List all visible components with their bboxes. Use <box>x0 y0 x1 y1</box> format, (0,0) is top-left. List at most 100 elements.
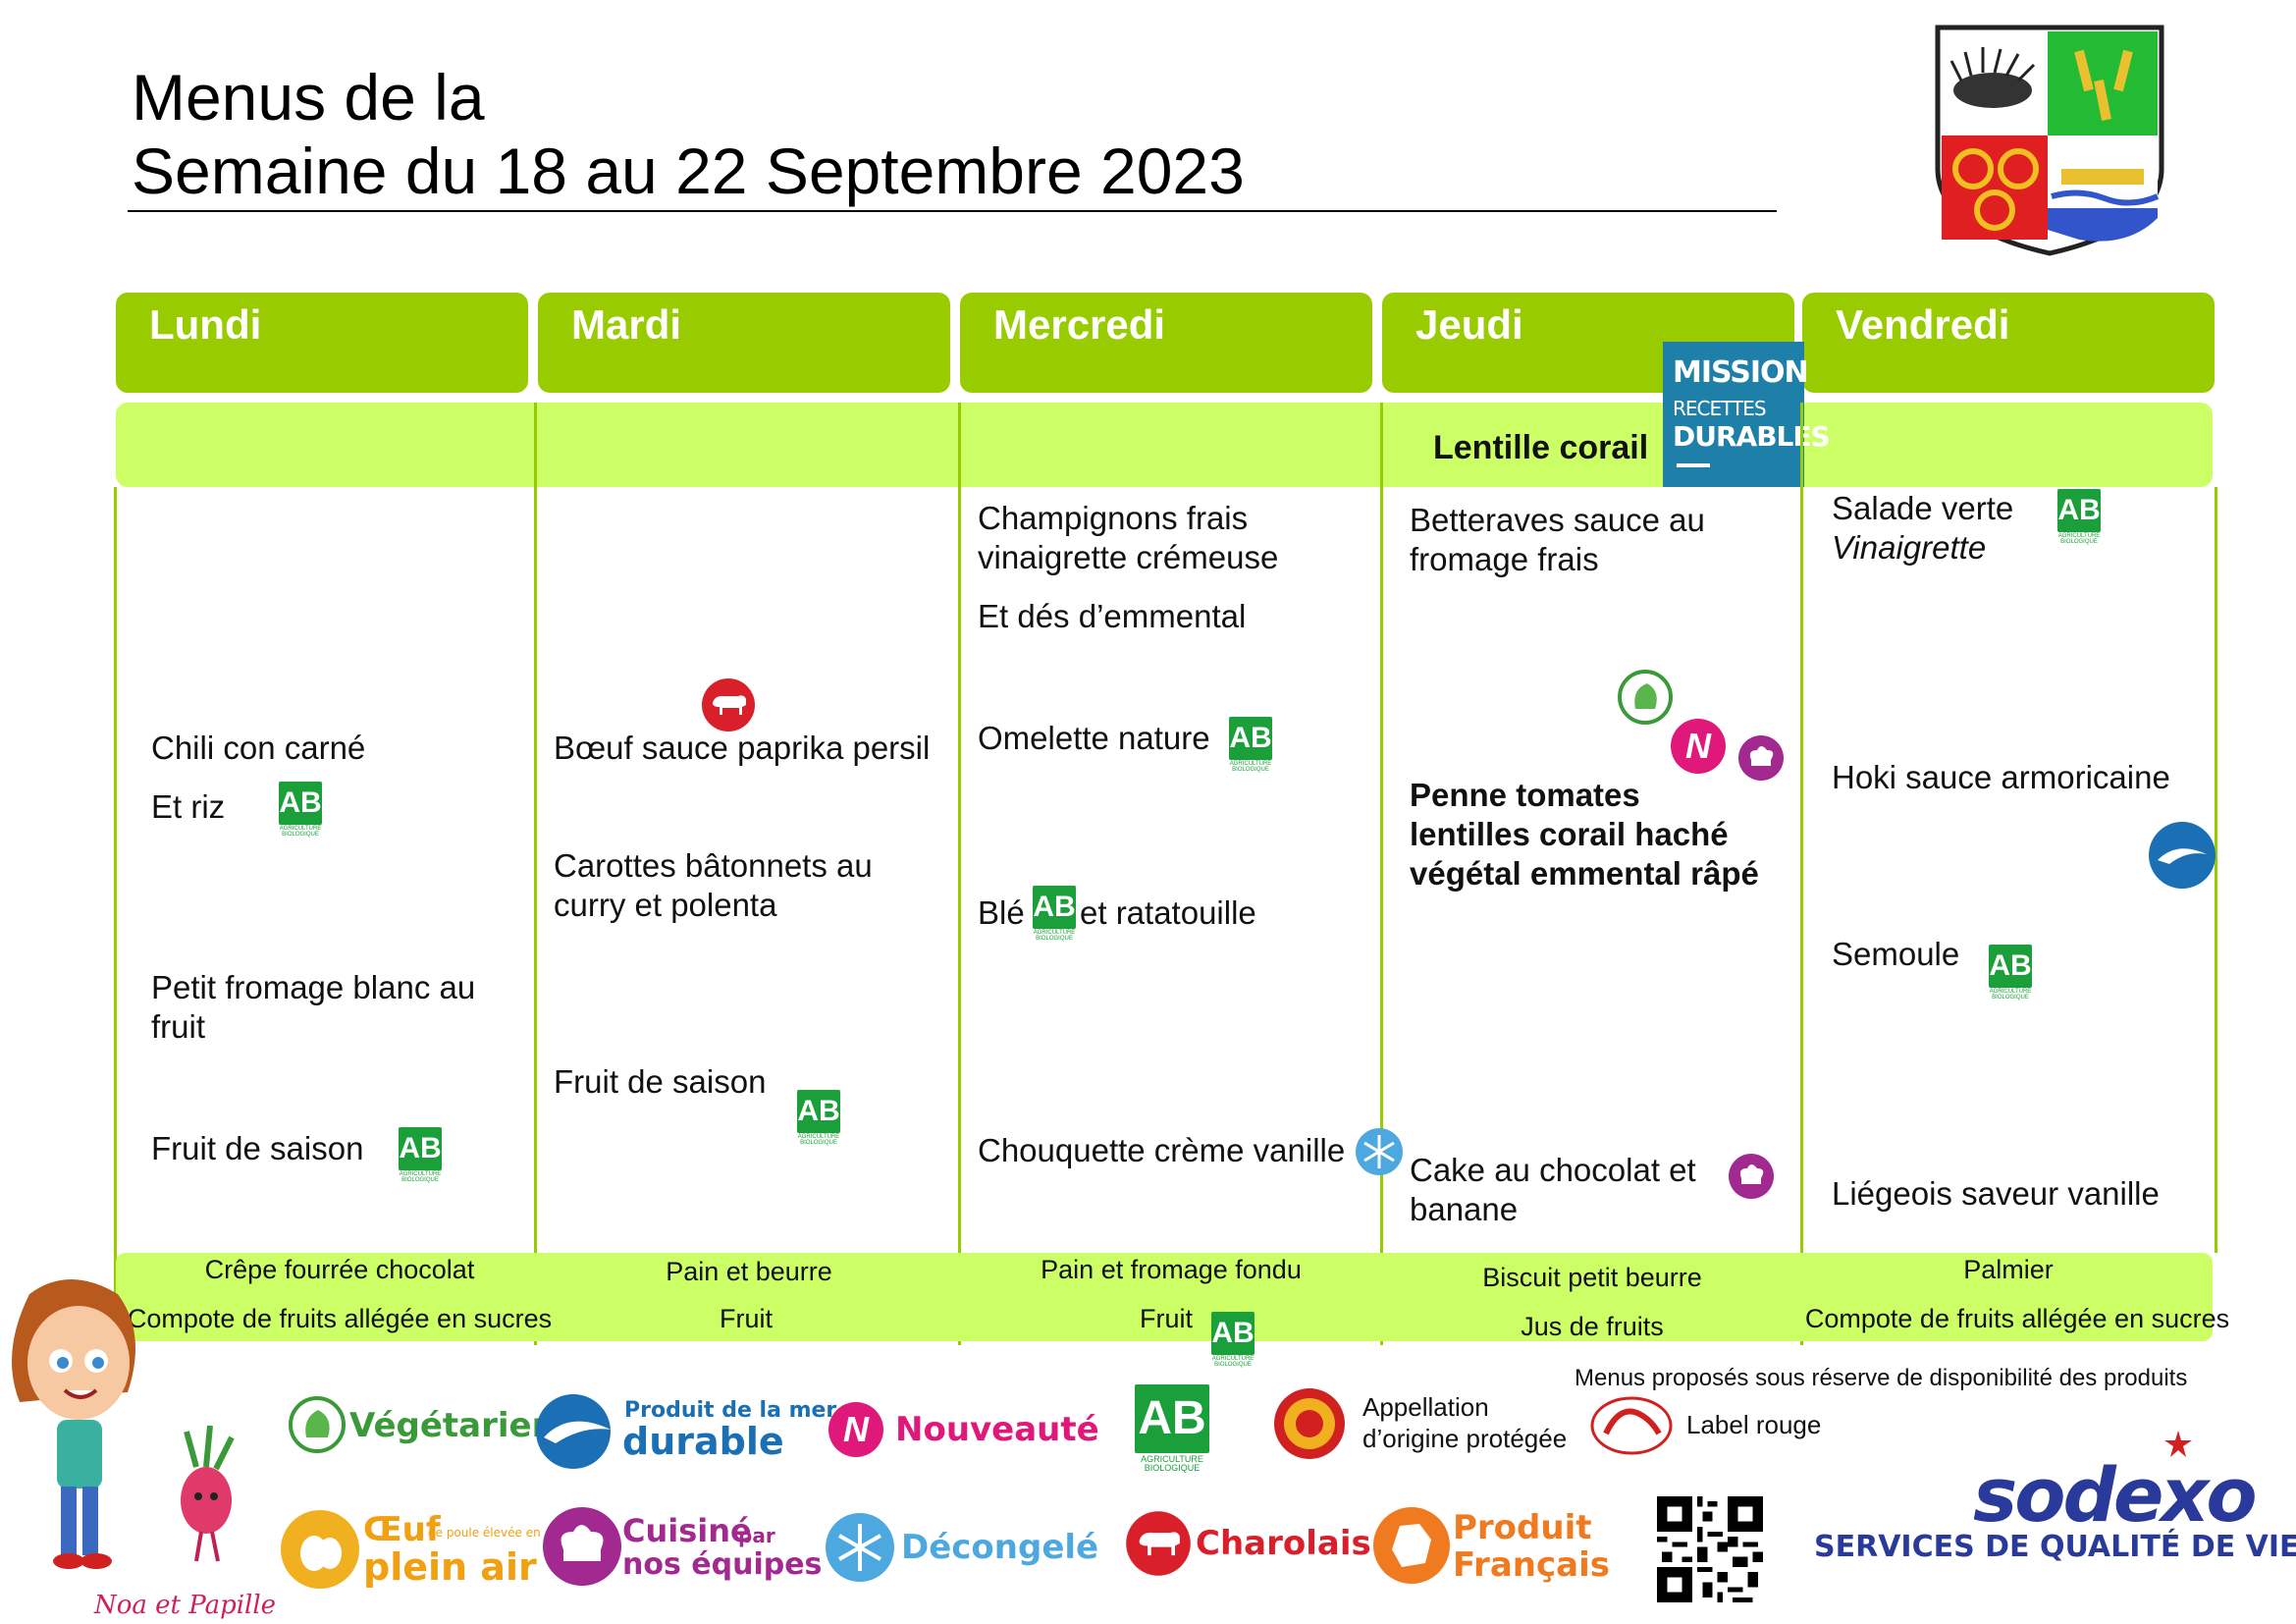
mercredi-starter-line2: vinaigrette crémeuse <box>978 539 1279 575</box>
legend-mer-line2: durable <box>622 1420 784 1463</box>
oeuf-plein-air-icon <box>281 1510 359 1589</box>
ab-bio-icon: AB AGRICULTURE BIOLOGIQUE <box>1033 886 1076 942</box>
mercredi-side-a: Blé <box>978 894 1025 931</box>
ab-bio-icon: AB AGRICULTURE BIOLOGIQUE <box>1989 945 2032 1001</box>
charolais-beef-icon <box>1126 1511 1191 1576</box>
jeudi-starter-line1: Betteraves sauce au <box>1410 502 1705 538</box>
ab-bio-icon: AB AGRICULTURE BIOLOGIQUE <box>1229 717 1272 773</box>
column-divider <box>534 403 537 1345</box>
gouter-mercredi-1: Pain et fromage fondu <box>1041 1255 1302 1284</box>
page-title-line2: Semaine du 18 au 22 Septembre 2023 <box>132 135 1245 207</box>
nouveaute-icon: N <box>1671 719 1726 774</box>
legend-oeuf-small: de poule élevée en <box>428 1526 541 1540</box>
cuisine-chef-hat-icon <box>1729 1154 1774 1199</box>
lundi-dairy-line2: fruit <box>151 1008 206 1045</box>
ab-bio-icon: AB AGRICULTURE BIOLOGIQUE <box>1211 1312 1255 1368</box>
gouter-lundi-2: Compote de fruits allégée en sucres <box>127 1304 553 1333</box>
legend-oeuf-line2: plein air <box>363 1545 537 1589</box>
snowflake-decongele-icon <box>1356 1128 1403 1175</box>
legend-produit-line1: Produit <box>1453 1508 1592 1547</box>
mercredi-side-b: et ratatouille <box>1080 894 1256 931</box>
day-header-vendredi: Vendredi <box>1802 293 2215 393</box>
mercredi-starter-line3: Et dés d’emmental <box>978 598 1247 634</box>
jeudi-dessert-line1: Cake au chocolat et <box>1410 1152 1696 1188</box>
column-divider <box>1380 403 1383 1345</box>
mercredi-starter-line1: Champignons frais <box>978 500 1249 536</box>
aop-icon <box>1274 1388 1345 1459</box>
vendredi-starter-sub: Vinaigrette <box>1832 529 1987 566</box>
legend-charolais: Charolais <box>1196 1524 1371 1563</box>
mardi-main: Bœuf sauce paprika persil <box>554 730 931 766</box>
column-border-right <box>2215 487 2217 1253</box>
lundi-dairy-line1: Petit fromage blanc au <box>151 969 476 1005</box>
gouter-mardi-1: Pain et beurre <box>666 1257 832 1286</box>
vegetarian-icon <box>1618 670 1673 725</box>
mardi-side-line1: Carottes bâtonnets au <box>554 847 873 884</box>
gouter-band <box>116 1253 2213 1341</box>
gouter-lundi-1: Crêpe fourrée chocolat <box>204 1255 475 1284</box>
legend-aop-line1: Appellation <box>1362 1392 1489 1422</box>
legend-cuisine-par: par <box>738 1524 775 1547</box>
legend-nouveaute: Nouveauté <box>895 1410 1099 1449</box>
mardi-side-line2: curry et polenta <box>554 887 777 923</box>
legend-mer-line1: Produit de la mer <box>624 1398 837 1423</box>
lundi-dessert: Fruit de saison <box>151 1130 364 1166</box>
vendredi-starter: Salade verte <box>1832 490 2014 526</box>
produit-mer-durable-icon <box>2149 822 2216 889</box>
mercredi-dessert: Chouquette crème vanille <box>978 1132 1346 1168</box>
mission-recettes-durables-badge: MISSION RECETTES DURABLES <box>1663 342 1831 487</box>
jeudi-main-line1: Penne tomates <box>1410 777 1640 813</box>
legend-decongele: Décongelé <box>901 1528 1099 1567</box>
produit-francais-icon <box>1373 1507 1450 1584</box>
lundi-main: Chili con carné <box>151 730 366 766</box>
mercredi-main: Omelette nature <box>978 720 1210 756</box>
ab-bio-icon: AB AGRICULTURE BIOLOGIQUE <box>279 782 322 838</box>
jeudi-dessert-line2: banane <box>1410 1191 1519 1227</box>
produit-mer-durable-icon <box>536 1394 611 1469</box>
qr-code-icon[interactable] <box>1657 1496 1763 1602</box>
jeudi-main-line2: lentilles corail haché <box>1410 816 1729 852</box>
day-header-mercredi: Mercredi <box>960 293 1372 393</box>
page-title-line1: Menus de la <box>132 61 485 134</box>
gouter-vendredi-2: Compote de fruits allégée en sucres <box>1804 1304 2230 1333</box>
column-divider <box>1800 403 1803 1345</box>
ab-bio-icon: AB AGRICULTURE BIOLOGIQUE <box>399 1127 442 1183</box>
vendredi-side: Semoule <box>1832 936 1960 972</box>
cuisine-chef-hat-icon <box>1738 735 1784 781</box>
mardi-dessert: Fruit de saison <box>554 1063 767 1100</box>
legend-label-rouge: Label rouge <box>1686 1410 1822 1439</box>
legend-produit-line2: Français <box>1453 1545 1610 1585</box>
snowflake-decongele-icon <box>826 1513 894 1582</box>
sodexo-star-icon <box>2164 1431 2192 1457</box>
legend-oeuf: Œuf <box>363 1510 441 1549</box>
label-rouge-icon <box>1590 1396 1673 1455</box>
legend-vegetarien: Végétarien <box>349 1406 556 1445</box>
legend-cuisine-line2: nos équipes <box>622 1547 823 1582</box>
sodexo-tagline: SERVICES DE QUALITÉ DE VIE <box>1814 1530 2296 1564</box>
gouter-jeudi-1: Biscuit petit beurre <box>1482 1263 1702 1292</box>
mascot-illustration <box>12 1279 235 1569</box>
legend-cuisine-line1: Cuisiné <box>622 1512 752 1549</box>
column-divider <box>958 403 961 1345</box>
vegetarian-icon <box>289 1396 346 1453</box>
title-underline <box>128 210 1777 212</box>
starter-band <box>116 403 2213 487</box>
lundi-side: Et riz <box>151 788 226 825</box>
disclaimer-text: Menus proposés sous réserve de disponibi… <box>1575 1365 2188 1391</box>
charolais-beef-icon <box>702 678 755 731</box>
coat-of-arms-icon <box>1935 25 2164 256</box>
ab-bio-icon: AB AGRICULTURE BIOLOGIQUE <box>2057 489 2101 545</box>
day-header-lundi: Lundi <box>116 293 528 393</box>
ab-bio-legend-icon: AB AGRICULTURE BIOLOGIQUE <box>1135 1384 1209 1473</box>
mascot-caption: Noa et Papille <box>94 1591 277 1620</box>
gouter-mercredi-2: Fruit <box>1140 1304 1193 1333</box>
legend-aop-line2: d’origine protégée <box>1362 1424 1568 1453</box>
jeudi-main-line3: végétal emmental râpé <box>1410 855 1759 892</box>
cuisine-chef-hat-icon <box>543 1507 621 1586</box>
jeudi-starter-line2: fromage frais <box>1410 541 1599 577</box>
vendredi-dessert: Liégeois saveur vanille <box>1832 1175 2160 1212</box>
sodexo-logo: sodexo <box>1973 1451 2258 1539</box>
gouter-mardi-2: Fruit <box>720 1304 773 1333</box>
gouter-vendredi-1: Palmier <box>1963 1255 2054 1284</box>
column-border-left <box>114 487 117 1302</box>
